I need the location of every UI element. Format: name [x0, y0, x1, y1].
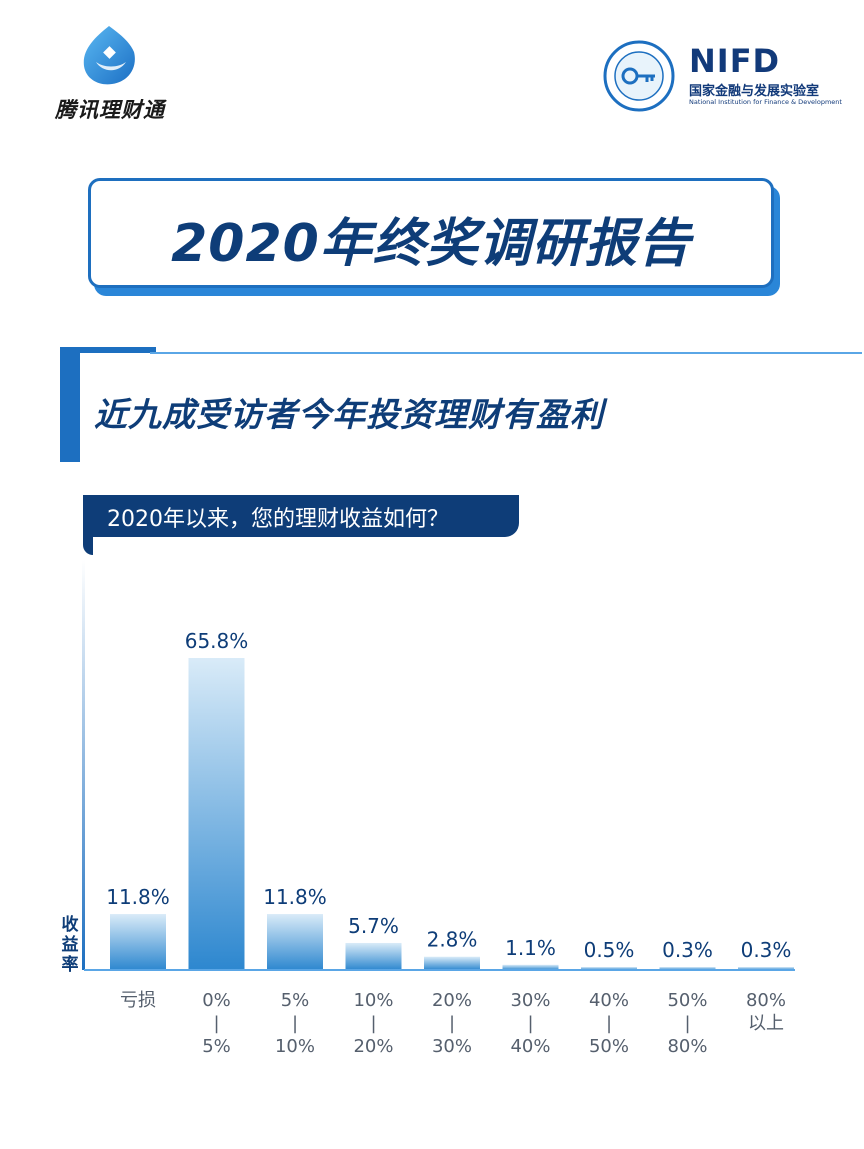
bar-5 [502, 964, 559, 970]
x-tick-label-5-0: 30% [510, 990, 550, 1011]
value-label-5: 1.1% [505, 936, 556, 960]
x-tick-label-6-1: | [606, 1013, 612, 1034]
x-tick-label-8-0: 80% [746, 990, 786, 1011]
value-label-6: 0.5% [584, 938, 635, 962]
x-tick-label-4-1: | [449, 1013, 455, 1034]
bar-1 [188, 658, 245, 970]
bar-4 [424, 956, 480, 970]
x-tick-label-5-2: 40% [510, 1036, 550, 1057]
bar-3 [345, 942, 402, 970]
bars-group: 11.8%亏损65.8%0%|5%11.8%5%|10%5.7%10%|20%2… [106, 629, 794, 1057]
x-tick-label-5-1: | [527, 1013, 533, 1034]
x-tick-label-2-0: 5% [281, 990, 310, 1011]
x-tick-label-3-0: 10% [353, 990, 393, 1011]
returns-bar-chart: 11.8%亏损65.8%0%|5%11.8%5%|10%5.7%10%|20%2… [82, 560, 795, 1057]
x-tick-label-6-2: 50% [589, 1036, 629, 1057]
value-label-2: 11.8% [263, 885, 327, 909]
bar-2 [267, 914, 323, 970]
x-tick-label-3-2: 20% [353, 1036, 393, 1057]
value-label-7: 0.3% [662, 938, 713, 962]
x-tick-label-7-1: | [684, 1013, 690, 1034]
question-text: 2020年以来，您的理财收益如何？ [107, 507, 449, 532]
value-label-4: 2.8% [427, 928, 478, 952]
think-tank-seal-icon [603, 40, 675, 112]
bar-7 [659, 967, 716, 970]
nifd-logo: NIFD 国家金融与发展实验室 National Institution for… [603, 40, 842, 112]
bar-6 [581, 967, 637, 970]
x-tick-label-4-2: 30% [432, 1036, 472, 1057]
question-banner: 2020年以来，您的理财收益如何？ [83, 495, 519, 537]
x-tick-label-1-1: | [213, 1013, 219, 1034]
bar-8 [738, 967, 794, 970]
value-label-0: 11.8% [106, 885, 170, 909]
fish-drop-icon [83, 26, 135, 85]
x-tick-label-6-0: 40% [589, 990, 629, 1011]
x-tick-label-1-0: 0% [202, 990, 231, 1011]
tencent-brand-name: 腾讯理财通 [55, 98, 165, 122]
x-tick-label-0-0: 亏损 [120, 990, 156, 1011]
x-tick-label-7-2: 80% [667, 1036, 707, 1057]
value-label-8: 0.3% [741, 938, 792, 962]
report-title-box: 2020年终奖调研报告 [88, 178, 774, 288]
question-banner-tail [83, 537, 93, 555]
section-accent-bar [60, 350, 80, 462]
value-label-1: 65.8% [185, 629, 249, 653]
nifd-letters: NIFD [689, 42, 781, 80]
x-tick-label-2-1: | [292, 1013, 298, 1034]
value-label-3: 5.7% [348, 914, 399, 938]
x-tick-label-7-0: 50% [667, 990, 707, 1011]
section-divider [150, 352, 862, 354]
nifd-chinese-name: 国家金融与发展实验室 [689, 84, 820, 99]
x-tick-label-3-1: | [370, 1013, 376, 1034]
bar-0 [110, 914, 166, 970]
tencent-licaitong-logo: 腾讯理财通 [40, 22, 180, 132]
y-axis-guide [82, 560, 85, 970]
x-tick-label-4-0: 20% [432, 990, 472, 1011]
x-tick-label-8-1: 以上 [748, 1013, 784, 1034]
report-title: 2020年终奖调研报告 [171, 214, 691, 274]
section-accent-top [60, 347, 156, 353]
section-title: 近九成受访者今年投资理财有盈利 [94, 395, 604, 434]
x-tick-label-2-2: 10% [275, 1036, 315, 1057]
nifd-english-name: National Institution for Finance & Devel… [689, 98, 842, 106]
y-axis-label: 收益率 [61, 915, 79, 975]
x-tick-label-1-2: 5% [202, 1036, 231, 1057]
